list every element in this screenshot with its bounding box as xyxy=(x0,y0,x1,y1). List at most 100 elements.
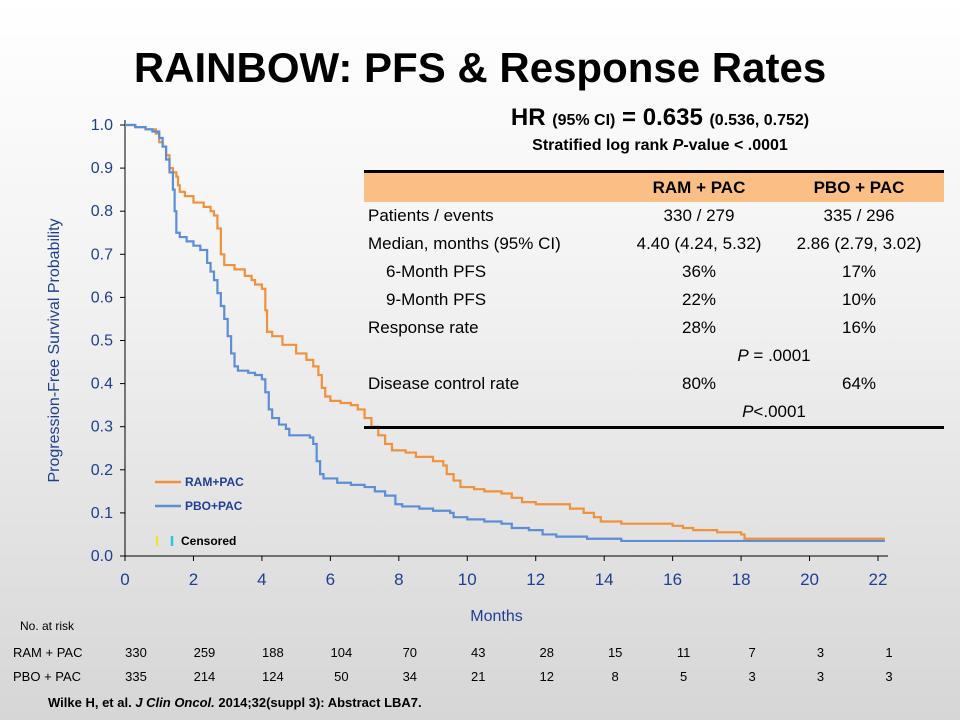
row-value-ram: 28% xyxy=(681,318,717,337)
x-tick-label: 16 xyxy=(663,570,682,589)
at-risk-value: 5 xyxy=(680,669,688,684)
row-value-pbo: 64% xyxy=(841,374,877,393)
row-value-ram: 330 / 279 xyxy=(663,206,735,225)
x-axis-label: Months xyxy=(470,608,522,625)
at-risk-value: 50 xyxy=(334,669,349,684)
at-risk-value: 104 xyxy=(330,645,353,660)
at-risk-value: 34 xyxy=(402,669,418,684)
y-tick-label: 0.3 xyxy=(91,419,113,436)
no-at-risk-title: No. at risk xyxy=(20,619,75,633)
x-tick-label: 10 xyxy=(458,570,477,589)
at-risk-value: 3 xyxy=(816,669,825,684)
x-tick-label: 6 xyxy=(326,570,335,589)
at-risk-value: 7 xyxy=(748,645,756,660)
x-tick-label: 22 xyxy=(869,570,888,589)
row-label: 9-Month PFS xyxy=(386,290,487,309)
y-tick-label: 0.4 xyxy=(91,376,113,393)
strat-post: -value < .0001 xyxy=(683,137,788,154)
y-tick-label: 1.0 xyxy=(91,117,113,134)
y-tick-label: 0.5 xyxy=(91,333,113,350)
at-risk-value: 330 xyxy=(125,645,147,660)
at-risk-value: 8 xyxy=(611,669,619,684)
table-row: Median, months (95% CI) 4.40 (4.24, 5.32… xyxy=(364,230,944,258)
at-risk-value: 12 xyxy=(539,669,554,684)
x-tick-label: 12 xyxy=(526,570,545,589)
table-row: Response rate 28% 16% xyxy=(364,314,944,342)
hr-prefix: HR xyxy=(510,104,546,131)
at-risk-value: 3 xyxy=(816,645,825,660)
row-label: Response rate xyxy=(368,318,479,337)
legend-label: RAM+PAC xyxy=(185,475,244,489)
at-risk-value: 70 xyxy=(402,645,418,660)
x-tick-label: 20 xyxy=(800,570,819,589)
hr-ci: (0.536, 0.752) xyxy=(709,112,810,129)
row-label: Disease control rate xyxy=(368,374,520,393)
table-row: 9-Month PFS 22% 10% xyxy=(364,286,944,314)
table-row-pvalue: P<.0001 xyxy=(364,398,944,426)
row-value-pbo: 10% xyxy=(841,290,877,309)
row-value-ram: 36% xyxy=(681,262,717,281)
row-label: Median, months (95% CI) xyxy=(368,234,561,253)
at-risk-value: 124 xyxy=(262,669,284,684)
at-risk-value: 21 xyxy=(471,669,486,684)
x-tick-label: 14 xyxy=(595,570,614,589)
y-tick-label: 0.7 xyxy=(91,246,113,263)
at-risk-value: 1 xyxy=(885,645,893,660)
at-risk-value: 28 xyxy=(539,645,554,660)
row-value-pbo: 16% xyxy=(841,318,877,337)
at-risk-value: 3 xyxy=(748,669,756,684)
p-text: = .0001 xyxy=(748,346,811,365)
col-pbo-pac: PBO + PAC xyxy=(813,178,905,197)
y-tick-label: 0.0 xyxy=(91,548,113,565)
citation: Wilke H, et al. J Clin Oncol. 2014;32(su… xyxy=(48,695,422,710)
series-line-ram-pac xyxy=(125,123,885,540)
stratified-pvalue: Stratified log rank P-value < .0001 xyxy=(360,137,960,155)
at-risk-value: 43 xyxy=(471,645,486,660)
strat-p: P xyxy=(672,137,684,154)
at-risk-value: 188 xyxy=(262,645,284,660)
y-tick-label: 0.6 xyxy=(91,289,113,306)
at-risk-label: PBO + PAC xyxy=(13,669,82,684)
row-label: Patients / events xyxy=(368,206,494,225)
cite-post: 2014;32(suppl 3): Abstract LBA7. xyxy=(214,695,422,710)
at-risk-label: RAM + PAC xyxy=(13,645,83,660)
table-row-pvalue: P = .0001 xyxy=(364,342,944,370)
hr-ci-label: (95% CI) xyxy=(552,112,616,129)
col-ram-pac: RAM + PAC xyxy=(652,178,746,197)
at-risk-value: 11 xyxy=(676,645,691,660)
row-value-ram: 4.40 (4.24, 5.32) xyxy=(636,234,762,253)
legend-label: PBO+PAC xyxy=(185,499,243,513)
at-risk-value: 3 xyxy=(885,669,893,684)
at-risk-row: RAM + PAC 330 259 188 104 70 43 28 15 11 7 3 1 xyxy=(0,645,960,663)
results-table: RAM + PAC PBO + PAC Patients / events 33… xyxy=(364,170,944,429)
y-tick-label: 0.9 xyxy=(91,160,113,177)
dcr-pvalue: P<.0001 xyxy=(694,402,854,422)
y-tick-label: 0.2 xyxy=(91,462,113,479)
x-tick-label: 4 xyxy=(257,570,266,589)
table-header: RAM + PAC PBO + PAC xyxy=(364,173,944,202)
p-italic: P xyxy=(737,346,749,365)
y-tick-label: 0.8 xyxy=(91,203,113,220)
cite-pre: Wilke H, et al. xyxy=(48,695,136,710)
row-value-pbo: 17% xyxy=(841,262,877,281)
y-tick-label: 0.1 xyxy=(91,505,113,522)
series-line-pbo-pac xyxy=(125,123,885,543)
at-risk-value: 214 xyxy=(193,669,216,684)
y-axis-label: Progression-Free Survival Probability xyxy=(46,218,63,482)
p-italic: P xyxy=(742,402,754,421)
x-tick-label: 18 xyxy=(732,570,751,589)
censored-label: Censored xyxy=(181,534,236,548)
row-value-ram: 22% xyxy=(681,290,717,309)
table-row: Disease control rate 80% 64% xyxy=(364,370,944,398)
strat-pre: Stratified log rank xyxy=(532,137,673,154)
p-text: <.0001 xyxy=(753,402,806,421)
hr-value: = 0.635 xyxy=(622,104,703,131)
cite-journal: J Clin Oncol. xyxy=(135,695,215,710)
row-value-pbo: 335 / 296 xyxy=(823,206,895,225)
at-risk-value: 15 xyxy=(607,645,623,660)
row-label: 6-Month PFS xyxy=(386,262,487,281)
table-row: 6-Month PFS 36% 17% xyxy=(364,258,944,286)
row-value-pbo: 2.86 (2.79, 3.02) xyxy=(796,234,922,253)
at-risk-row: PBO + PAC 335 214 124 50 34 21 12 8 5 3 3 3 xyxy=(0,669,960,687)
